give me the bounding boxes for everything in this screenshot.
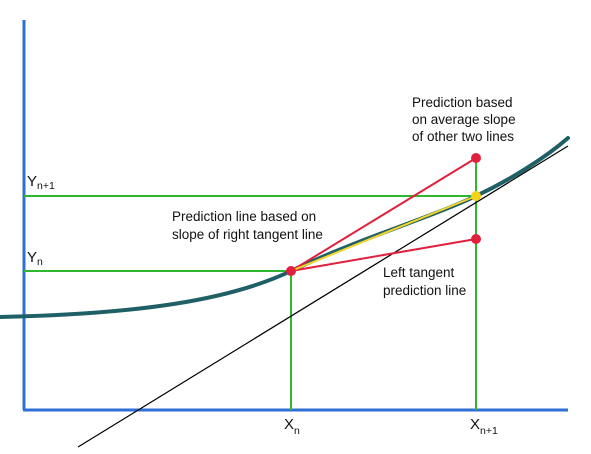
- left-tangent-annotation: Left tangent prediction line: [383, 265, 466, 298]
- y-n-label: Yn: [27, 249, 43, 268]
- right-tangent-prediction-line: [290, 157, 477, 272]
- solution-curve: [0, 136, 570, 319]
- right-tangent-annotation: Prediction line based on slope of right …: [172, 209, 323, 242]
- right-tangent-prediction-point: [471, 153, 481, 163]
- average-prediction-point: [471, 191, 481, 201]
- average-slope-prediction-line: [290, 195, 477, 272]
- left-tangent-prediction-line: [290, 238, 477, 272]
- average-slope-annotation: Prediction based on average slope of oth…: [412, 95, 519, 144]
- x-n-label: Xn: [284, 416, 300, 437]
- x-n1-label: Xn+1: [470, 416, 498, 437]
- right-tangent-line: [77, 145, 569, 448]
- left-tangent-prediction-point: [471, 234, 481, 244]
- start-point: [286, 266, 296, 276]
- y-n1-label: Yn+1: [27, 173, 55, 192]
